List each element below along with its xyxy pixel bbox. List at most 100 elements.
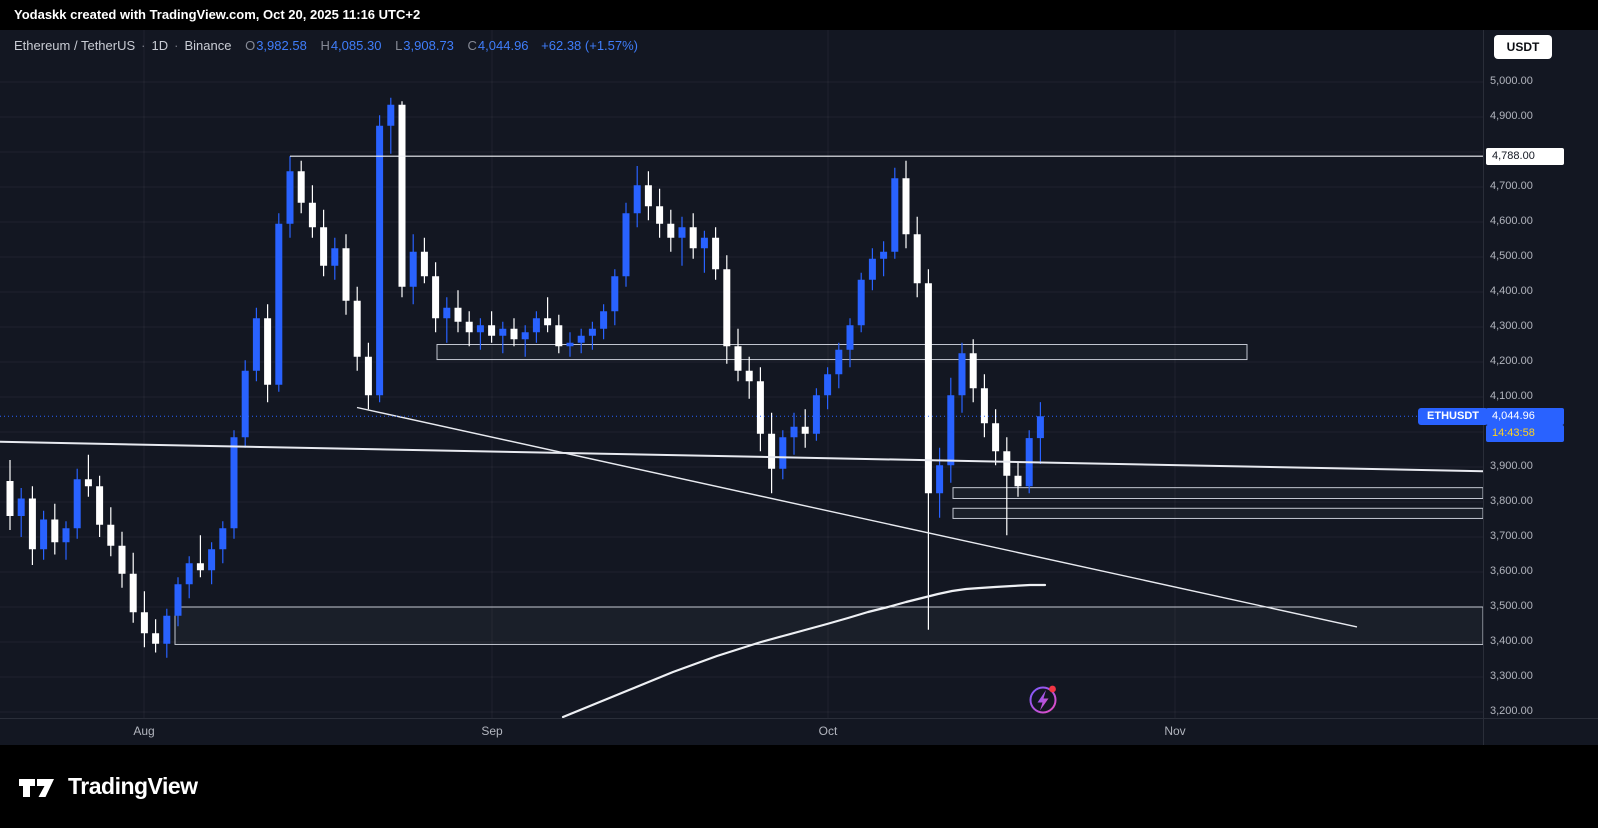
candle <box>129 552 137 623</box>
price-axis-label: 4,400.00 <box>1490 285 1533 297</box>
demand-zone-3840[interactable] <box>952 487 1483 499</box>
candle <box>465 311 473 347</box>
price-axis-label: 3,900.00 <box>1490 460 1533 472</box>
candle <box>376 115 384 403</box>
notification-dot <box>1049 685 1056 693</box>
close-value: 4,044.96 <box>477 38 529 53</box>
candle <box>420 237 428 284</box>
price-axis-label: 4,900.00 <box>1490 110 1533 122</box>
candle <box>241 360 249 448</box>
candle <box>801 409 809 448</box>
exchange-name[interactable]: Binance <box>184 38 232 53</box>
legend-separator: · <box>141 38 146 53</box>
candle <box>308 185 316 238</box>
candle <box>286 156 294 238</box>
candle <box>152 619 160 653</box>
candle <box>622 202 630 287</box>
candle <box>510 318 518 347</box>
bar-close-countdown: 14:43:58 <box>1486 424 1564 442</box>
price-axis-label: 3,800.00 <box>1490 495 1533 507</box>
candle <box>387 97 395 154</box>
candle <box>712 227 720 280</box>
candle <box>689 213 697 259</box>
currency-toggle-button[interactable]: USDT <box>1494 35 1552 59</box>
descending-trendline[interactable] <box>356 406 1358 628</box>
candle <box>6 460 14 530</box>
candle <box>700 230 708 273</box>
candle <box>140 591 148 648</box>
candle <box>454 290 462 333</box>
price-axis-label: 4,700.00 <box>1490 180 1533 192</box>
candle <box>656 188 664 238</box>
bottom-bar: TradingView <box>0 745 1598 828</box>
time-axis[interactable]: Aug Sep Oct Nov <box>0 718 1598 745</box>
candle <box>432 262 440 333</box>
candle <box>779 430 787 480</box>
candle <box>734 328 742 382</box>
candle <box>924 269 932 630</box>
price-axis-label: 4,600.00 <box>1490 215 1533 227</box>
candle <box>947 377 955 483</box>
low-label: L <box>395 38 403 53</box>
candle <box>62 521 70 560</box>
high-value: 4,085.30 <box>330 38 382 53</box>
candle <box>678 216 686 266</box>
candle <box>880 241 888 277</box>
candle <box>297 160 305 214</box>
candle <box>320 209 328 277</box>
candle <box>756 367 764 452</box>
price-axis-divider <box>1483 30 1484 745</box>
candle <box>600 304 608 340</box>
candle <box>667 209 675 252</box>
candle <box>476 318 484 350</box>
candle <box>566 332 574 357</box>
candle <box>342 234 350 315</box>
price-axis-label: 5,000.00 <box>1490 75 1533 87</box>
candle <box>891 167 899 259</box>
candle <box>107 507 115 557</box>
candle <box>633 166 641 228</box>
candle <box>275 213 283 392</box>
price-axis-label: 3,700.00 <box>1490 530 1533 542</box>
long-term-trendline[interactable] <box>0 440 1483 473</box>
candle <box>936 447 944 518</box>
candle <box>28 486 36 565</box>
interval-label[interactable]: 1D <box>151 38 169 53</box>
price-axis-label: 3,400.00 <box>1490 635 1533 647</box>
price-axis-label: 4,200.00 <box>1490 355 1533 367</box>
candle <box>812 388 820 441</box>
candle <box>185 556 193 599</box>
candle <box>1014 461 1022 497</box>
tradingview-logo-text[interactable]: TradingView <box>68 773 198 799</box>
demand-zone-3770[interactable] <box>952 507 1483 519</box>
price-axis-label: 3,600.00 <box>1490 565 1533 577</box>
tradingview-logo-icon[interactable] <box>18 772 58 802</box>
demand-zone-3450[interactable] <box>174 606 1483 645</box>
close-label: C <box>467 38 477 53</box>
candle <box>40 510 48 560</box>
moving-average-line[interactable] <box>561 583 1047 718</box>
candle <box>980 374 988 438</box>
flash-event-icon[interactable] <box>1029 685 1057 714</box>
legend-separator: · <box>174 38 179 53</box>
candle <box>163 608 171 658</box>
level-price-label: 4,788.00 <box>1486 148 1564 166</box>
candle <box>992 409 1000 466</box>
symbol-price-badge[interactable]: ETHUSDT <box>1418 407 1488 425</box>
price-axis[interactable]: 4,788.00 4,044.96 14:43:58 5,000.00 4,900… <box>1483 30 1598 718</box>
price-axis-label: 4,500.00 <box>1490 250 1533 262</box>
candle <box>835 342 843 389</box>
attribution-bar: Yodaskk created with TradingView.com, Oc… <box>0 0 1598 30</box>
candle <box>790 412 798 455</box>
price-axis-label: 4,300.00 <box>1490 320 1533 332</box>
price-axis-label: 3,500.00 <box>1490 600 1533 612</box>
current-price-label: 4,044.96 <box>1486 407 1564 425</box>
candle <box>364 342 372 410</box>
candle <box>230 430 238 539</box>
chart-legend: Ethereum / TetherUS · 1D · Binance O3,982.58… <box>14 38 638 53</box>
candle <box>969 339 977 403</box>
candle <box>488 311 496 343</box>
symbol-name[interactable]: Ethereum / TetherUS <box>14 38 136 53</box>
low-value: 3,908.73 <box>403 38 454 53</box>
